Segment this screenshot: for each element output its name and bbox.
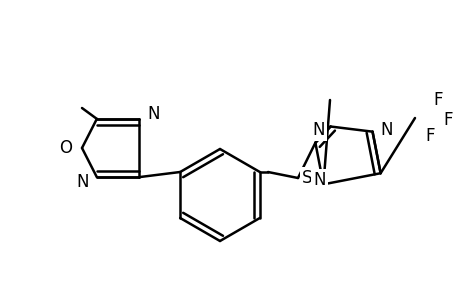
Text: N: N [380, 121, 392, 139]
Text: F: F [424, 127, 434, 145]
Text: S: S [302, 169, 312, 187]
Text: F: F [432, 91, 442, 109]
Text: O: O [59, 139, 72, 157]
Text: N: N [311, 121, 324, 139]
Text: F: F [442, 111, 452, 129]
Text: N: N [147, 105, 159, 123]
Text: N: N [313, 171, 325, 189]
Text: N: N [76, 173, 89, 191]
